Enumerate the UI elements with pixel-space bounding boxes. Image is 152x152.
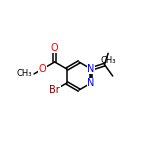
Text: O: O [51, 43, 59, 53]
Text: N: N [87, 78, 95, 88]
Text: O: O [39, 64, 46, 74]
Text: CH₃: CH₃ [16, 69, 32, 78]
Text: N: N [87, 64, 95, 74]
Text: N: N [87, 64, 95, 74]
Text: CH₃: CH₃ [100, 56, 116, 65]
Text: Br: Br [49, 85, 60, 95]
